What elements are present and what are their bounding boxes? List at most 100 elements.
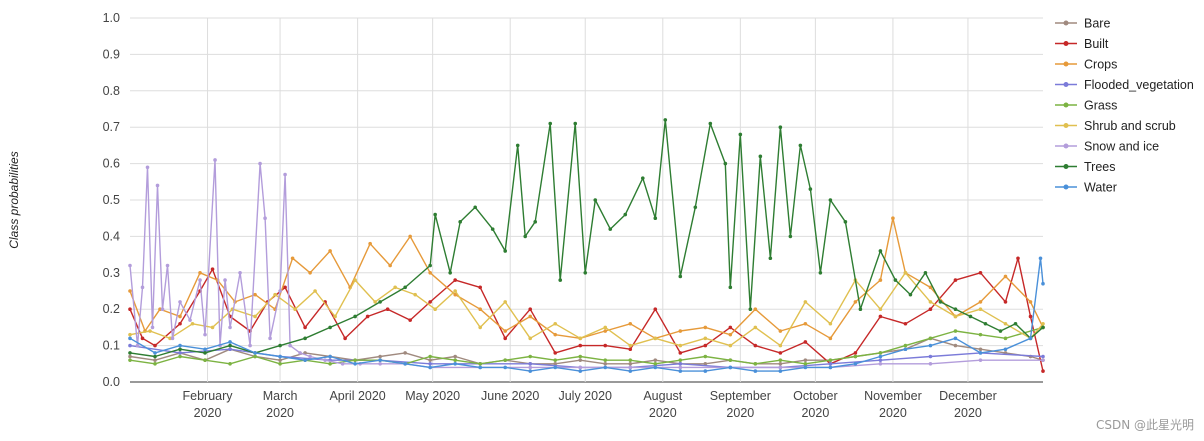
data-point: [968, 314, 973, 319]
legend-label: Grass: [1084, 99, 1117, 113]
legend-swatch-marker: [1063, 123, 1069, 128]
data-point: [303, 325, 307, 330]
data-point: [515, 143, 520, 148]
data-point: [978, 307, 983, 312]
data-point: [128, 354, 132, 359]
data-point: [188, 318, 192, 322]
data-point: [878, 314, 883, 319]
data-point: [778, 362, 783, 366]
data-point: [653, 362, 658, 366]
data-point: [738, 132, 743, 137]
data-point: [153, 351, 157, 355]
data-point: [623, 212, 628, 217]
data-point: [978, 300, 983, 304]
data-point: [478, 362, 482, 366]
data-point: [365, 314, 370, 319]
data-point: [798, 143, 803, 148]
data-point: [328, 354, 332, 359]
data-point: [353, 314, 357, 319]
legend-label: Flooded_vegetation: [1084, 78, 1194, 92]
data-point: [608, 227, 613, 231]
data-point: [803, 340, 808, 344]
x-tick-label: February: [183, 389, 234, 403]
legend: Bare Built Crops Flooded_vegetation Grass Shr…: [1055, 17, 1194, 195]
data-point: [328, 362, 332, 366]
data-point: [473, 205, 477, 210]
data-point: [573, 121, 578, 126]
data-point: [403, 351, 407, 355]
data-point: [168, 336, 172, 341]
data-point: [843, 220, 848, 224]
data-point: [128, 358, 132, 362]
data-point: [385, 307, 390, 312]
data-point: [413, 292, 417, 297]
data-point: [778, 369, 783, 373]
data-point: [128, 332, 132, 337]
data-point: [428, 300, 432, 304]
data-point: [983, 321, 988, 326]
data-point: [128, 343, 132, 348]
legend-swatch-marker: [1063, 61, 1069, 67]
data-point: [903, 343, 908, 348]
data-point: [453, 358, 457, 362]
data-point: [578, 365, 583, 370]
data-point: [288, 343, 292, 348]
data-point: [678, 274, 683, 279]
data-point: [203, 351, 207, 355]
data-point: [628, 321, 633, 326]
data-point: [278, 354, 282, 359]
legend-item: Built: [1055, 37, 1109, 51]
legend-swatch-marker: [1063, 143, 1069, 149]
data-point: [891, 216, 895, 220]
x-tick-label-year: 2020: [194, 406, 222, 420]
data-point: [583, 271, 588, 275]
data-point: [528, 314, 533, 319]
data-point: [253, 292, 257, 297]
data-point: [978, 271, 983, 275]
data-point: [128, 289, 132, 293]
data-point: [478, 365, 482, 370]
data-point: [340, 362, 345, 366]
y-tick-label: 0.5: [103, 193, 120, 207]
data-point: [578, 336, 583, 341]
data-point: [1041, 325, 1045, 330]
legend-label: Water: [1084, 181, 1117, 195]
data-point: [128, 351, 132, 355]
series-trees: [128, 118, 1045, 359]
data-point: [678, 362, 683, 366]
data-point: [140, 285, 145, 290]
data-point: [663, 118, 668, 122]
data-point: [728, 285, 733, 290]
data-point: [1028, 300, 1033, 304]
data-point: [758, 154, 763, 159]
data-point: [210, 267, 215, 271]
y-tick-label: 0.0: [103, 375, 120, 389]
data-point: [165, 263, 170, 268]
data-point: [753, 307, 758, 312]
data-point: [458, 220, 462, 224]
legend-swatch-marker: [1063, 164, 1069, 169]
data-point: [803, 321, 808, 326]
data-point: [1041, 321, 1045, 326]
legend-label: Trees: [1084, 160, 1116, 174]
data-point: [928, 285, 933, 290]
data-point: [228, 343, 232, 348]
data-point: [1013, 321, 1018, 326]
data-point: [828, 358, 833, 362]
data-point: [748, 307, 753, 312]
x-tick-label: October: [793, 389, 837, 403]
data-point: [903, 321, 908, 326]
data-point: [998, 329, 1003, 333]
watermark-text: CSDN @此星光明: [1095, 418, 1194, 432]
data-point: [158, 307, 162, 312]
legend-swatch-marker: [1063, 102, 1069, 108]
x-tick-label: September: [710, 389, 771, 403]
data-point: [778, 343, 783, 348]
x-tick-label-year: 2020: [801, 406, 829, 420]
data-point: [528, 362, 533, 366]
data-point: [303, 336, 307, 341]
data-point: [533, 220, 538, 224]
data-point: [328, 249, 332, 253]
data-point: [128, 336, 132, 341]
data-point: [553, 362, 558, 366]
